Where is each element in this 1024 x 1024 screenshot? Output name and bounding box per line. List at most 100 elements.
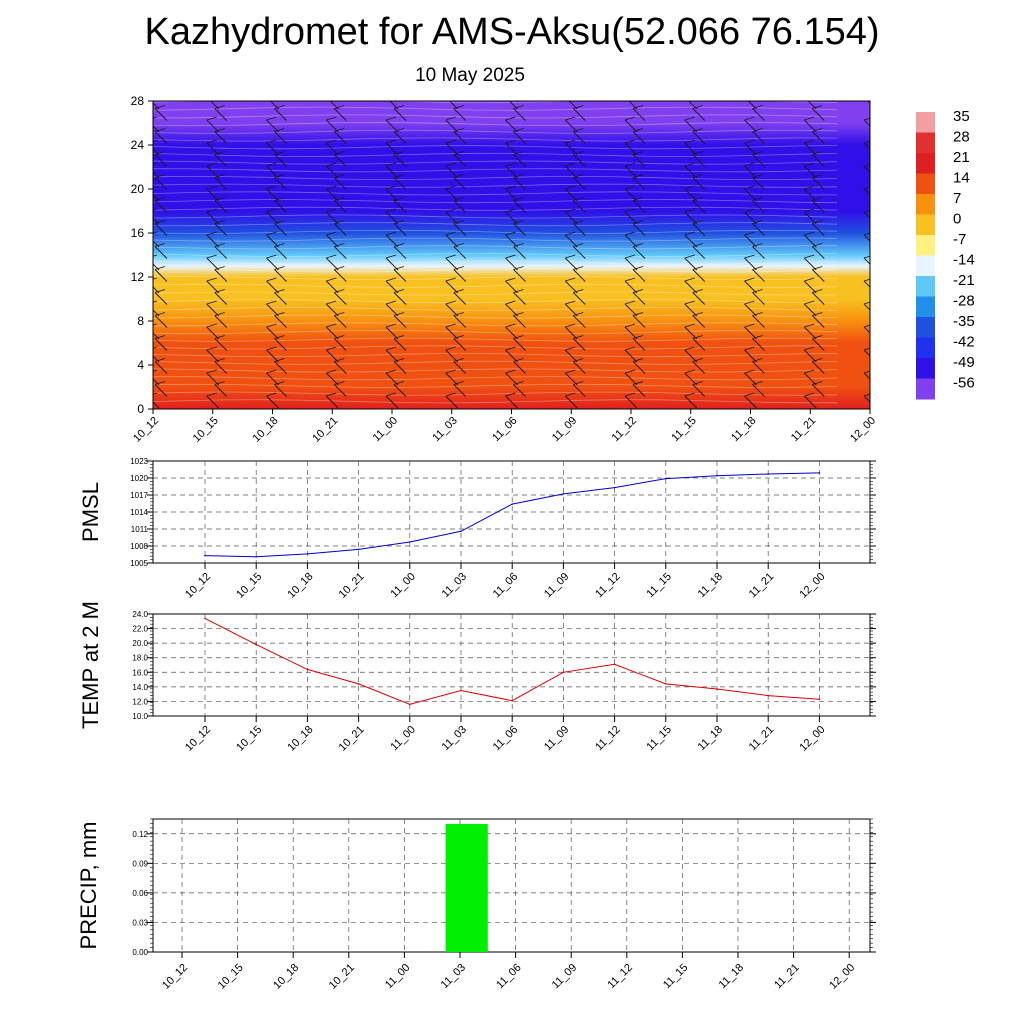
wind-barb	[274, 243, 287, 259]
wind-barb	[385, 369, 399, 386]
colorbar-swatch	[916, 358, 935, 379]
wind-barb	[154, 220, 168, 236]
wind-barb	[803, 208, 817, 225]
wind-barb	[572, 128, 586, 144]
isotherm-line	[153, 214, 838, 219]
x-tick-label: 11_18	[717, 962, 747, 992]
x-tick-label: 11_12	[610, 415, 640, 445]
wind-barb	[453, 128, 467, 144]
x-tick-label: 11_18	[729, 415, 759, 445]
isotherm-line	[153, 160, 838, 165]
wind-barb	[214, 381, 228, 397]
wind-barb	[803, 392, 817, 409]
wind-barb	[811, 220, 825, 236]
wind-barb	[513, 105, 526, 121]
wind-barb	[266, 185, 279, 202]
y-tick-label: 20.0	[132, 639, 148, 648]
wind-barb	[744, 323, 757, 340]
isotherm-line	[153, 252, 838, 258]
y-tick-label: 0.09	[132, 859, 148, 868]
wind-barb	[333, 381, 347, 397]
wind-barb	[214, 266, 228, 282]
wind-barb	[513, 358, 526, 374]
wind-barb	[684, 369, 698, 386]
wind-barb	[393, 128, 407, 144]
wind-barb	[624, 369, 638, 386]
colorbar-label: -35	[953, 313, 975, 330]
isotherm-line	[153, 183, 838, 188]
y-tick-label: 16.0	[132, 668, 148, 677]
wind-barb	[811, 128, 825, 144]
wind-barb	[744, 162, 757, 179]
isotherm-line	[153, 360, 838, 365]
wind-barb	[453, 174, 467, 190]
data-point	[767, 694, 769, 697]
wind-barb	[385, 300, 399, 317]
y-axis-label: TEMP at 2 M	[78, 601, 103, 729]
wind-barb	[572, 381, 586, 397]
wind-barb	[803, 346, 817, 363]
wind-barb	[393, 335, 407, 351]
wind-barb	[453, 197, 467, 213]
wind-barb	[445, 346, 459, 363]
data-point	[357, 548, 360, 551]
wind-barb	[325, 369, 339, 386]
isotherm-line	[153, 101, 838, 104]
isotherm-line	[153, 152, 838, 157]
wind-barb	[206, 254, 220, 271]
wind-barb	[752, 358, 765, 374]
data-point	[255, 555, 257, 558]
wind-barb	[393, 220, 407, 236]
wind-barb	[863, 117, 870, 127]
colorbar-label: -49	[953, 354, 975, 371]
wind-barb	[214, 289, 228, 305]
isotherm-line	[153, 345, 838, 350]
wind-barb	[154, 174, 168, 190]
wind-barb	[568, 101, 578, 110]
wind-barb	[505, 300, 518, 317]
wind-barb	[445, 254, 459, 271]
wind-barb	[153, 300, 160, 317]
wind-barb	[807, 101, 817, 110]
wind-barb	[329, 101, 339, 110]
wind-barb	[744, 139, 757, 156]
wind-barb	[863, 186, 870, 196]
wind-barb	[266, 231, 279, 248]
wind-barb	[453, 105, 467, 121]
wind-barb	[872, 336, 884, 351]
wind-barb	[154, 243, 168, 259]
wind-barb	[811, 381, 825, 397]
wind-barb	[692, 335, 706, 351]
wind-barb	[811, 335, 825, 351]
wind-barb	[632, 335, 646, 351]
x-tick-label: 10_12	[183, 571, 213, 601]
wind-barb	[214, 197, 228, 213]
x-tick-label: 11_03	[440, 571, 470, 601]
wind-barb	[333, 266, 347, 282]
wind-barb	[744, 231, 757, 248]
wind-barb	[692, 266, 706, 282]
isotherm-line	[153, 276, 838, 281]
data-point	[204, 554, 206, 557]
temp-2m-chart: 10_12 10_15 10_18 10_21 11_00 11_03 11_06 11_09…	[78, 601, 876, 754]
x-tick-label: 10_21	[327, 962, 357, 992]
data-point	[204, 617, 206, 620]
wind-barb	[803, 254, 817, 271]
wind-barb	[752, 220, 765, 236]
wind-barb	[505, 185, 518, 202]
wind-barb	[692, 128, 706, 144]
wind-barb	[632, 289, 646, 305]
wind-barb	[333, 312, 347, 328]
wind-barb	[445, 323, 459, 340]
wind-barb	[513, 151, 526, 167]
wind-barb	[445, 116, 459, 133]
wind-barb	[333, 289, 347, 305]
wind-barb	[872, 221, 884, 236]
wind-barb	[752, 151, 765, 167]
wind-barb	[214, 151, 228, 167]
isotherm-line	[153, 106, 838, 111]
y-tick-label: 1020	[130, 474, 148, 483]
wind-barb	[325, 277, 339, 294]
wind-barb	[572, 289, 586, 305]
wind-barb	[572, 197, 586, 213]
